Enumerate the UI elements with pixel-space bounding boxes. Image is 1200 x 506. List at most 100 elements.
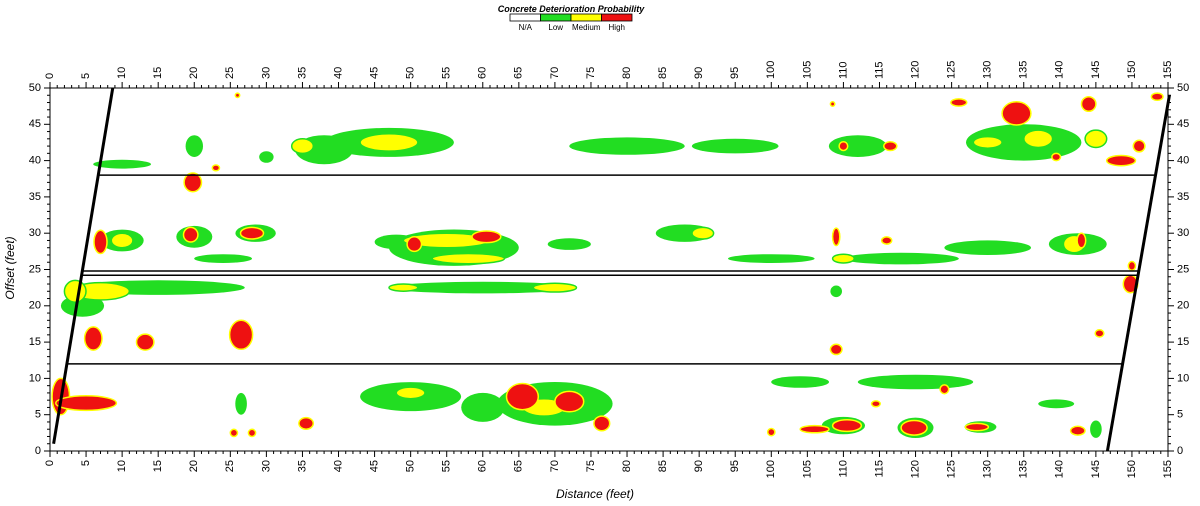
deterioration-patch-low (389, 281, 577, 294)
legend-swatch-low (540, 13, 572, 22)
deterioration-patch-medium (63, 279, 87, 303)
deterioration-patch-low (185, 135, 203, 158)
deterioration-patch-low (857, 374, 974, 390)
y-tick-label-left: 45 (29, 118, 41, 130)
x-tick-label-bottom: 25 (224, 460, 236, 472)
deterioration-patch-high (298, 416, 315, 430)
deterioration-patch-medium (431, 252, 506, 265)
deterioration-patch-high (228, 319, 254, 351)
patches-layer (51, 92, 1164, 438)
deterioration-patch-low (771, 376, 829, 388)
x-axis-title: Distance (feet) (556, 487, 634, 501)
x-tick-label-top: 110 (837, 61, 849, 79)
x-tick-label-bottom: 45 (368, 460, 380, 472)
deterioration-patch-high (55, 395, 118, 412)
y-tick-label-right: 50 (1177, 82, 1189, 94)
x-tick-label-top: 15 (152, 67, 164, 79)
y-tick-label-left: 5 (35, 409, 41, 421)
x-tick-label-top: 150 (1126, 61, 1138, 79)
x-tick-label-bottom: 85 (657, 460, 669, 472)
deterioration-patch-high (838, 140, 849, 152)
x-tick-label-bottom: 100 (765, 460, 777, 478)
x-tick-label-bottom: 10 (116, 460, 128, 472)
x-tick-label-top: 45 (368, 67, 380, 79)
boundary-lines-layer (52, 87, 1171, 452)
y-axis-title: Offset (feet) (3, 236, 17, 299)
deterioration-patch-high (1001, 101, 1032, 126)
legend-label: N/A (519, 23, 533, 32)
x-tick-label-top: 100 (765, 61, 777, 79)
axes-layer: 0055101015152020252530303535404045455050… (29, 61, 1190, 479)
deterioration-patch-low (569, 137, 685, 155)
x-tick-label-bottom: 65 (513, 460, 525, 472)
deterioration-patch-high (766, 427, 776, 437)
x-tick-label-top: 10 (116, 67, 128, 79)
x-tick-label-bottom: 0 (44, 460, 56, 466)
deterioration-patch-medium (395, 386, 426, 400)
y-tick-label-left: 50 (29, 82, 41, 94)
x-tick-label-top: 105 (801, 61, 813, 79)
y-tick-label-right: 45 (1177, 118, 1189, 130)
x-tick-label-bottom: 110 (837, 460, 849, 478)
deterioration-patch-high (829, 343, 843, 356)
x-tick-label-bottom: 150 (1126, 460, 1138, 478)
deterioration-patch-high (1094, 329, 1105, 338)
deterioration-patch-medium (290, 138, 315, 155)
legend-swatch-medium (570, 13, 602, 22)
deterioration-patch-high (471, 230, 502, 244)
deterioration-patch-low (944, 240, 1031, 255)
deterioration-patch-low (1038, 399, 1075, 409)
x-tick-label-top: 145 (1090, 61, 1102, 79)
x-tick-label-bottom: 140 (1054, 460, 1066, 478)
legend-label: High (609, 23, 625, 32)
deterioration-patch-medium (388, 283, 419, 292)
x-tick-label-bottom: 90 (693, 460, 705, 472)
deterioration-patch-medium (1084, 129, 1108, 149)
deterioration-patch-high (135, 333, 155, 351)
deterioration-patch-high (83, 326, 103, 351)
x-tick-label-top: 85 (657, 67, 669, 79)
deterioration-patch-high (229, 428, 239, 438)
y-tick-label-left: 10 (29, 372, 41, 384)
deterioration-patch-high (939, 384, 950, 395)
y-tick-label-right: 5 (1177, 409, 1183, 421)
x-tick-label-bottom: 115 (873, 460, 885, 478)
deterioration-patch-high (831, 419, 863, 433)
deterioration-patch-high (1127, 260, 1137, 272)
x-tick-label-bottom: 5 (80, 460, 92, 466)
deterioration-patch-high (880, 236, 893, 245)
x-tick-label-top: 140 (1054, 61, 1066, 79)
deterioration-patch-high (829, 101, 836, 107)
x-tick-label-top: 75 (585, 67, 597, 79)
x-tick-label-bottom: 135 (1018, 460, 1030, 478)
x-tick-label-bottom: 60 (477, 460, 489, 472)
y-tick-label-right: 15 (1177, 336, 1189, 348)
deterioration-patch-low (461, 392, 505, 422)
deterioration-patch-low (828, 135, 887, 158)
deterioration-patch-high (883, 140, 898, 152)
deterioration-patch-high (406, 236, 423, 253)
legend-swatch-na (509, 13, 541, 22)
x-tick-label-top: 130 (982, 61, 994, 79)
deterioration-patch-high (239, 226, 265, 240)
deterioration-patch-high (211, 164, 221, 172)
deterioration-patch-high (1069, 425, 1086, 436)
deterioration-patch-medium (691, 226, 715, 240)
legend-label: Medium (572, 23, 601, 32)
y-tick-label-right: 35 (1177, 191, 1189, 203)
x-tick-label-top: 90 (693, 67, 705, 79)
x-tick-label-top: 155 (1162, 61, 1174, 79)
x-tick-label-bottom: 95 (729, 460, 741, 472)
deterioration-patch-high (1051, 152, 1062, 162)
x-tick-label-top: 80 (621, 67, 633, 79)
x-tick-label-top: 20 (188, 67, 200, 79)
y-tick-label-left: 0 (35, 445, 41, 457)
x-tick-label-bottom: 105 (801, 460, 813, 478)
y-tick-label-right: 30 (1177, 227, 1189, 239)
x-tick-label-top: 70 (549, 67, 561, 79)
deterioration-patch-low (547, 238, 591, 250)
deterioration-patch-high (964, 422, 990, 432)
x-tick-label-bottom: 120 (909, 460, 921, 478)
y-tick-label-right: 0 (1177, 445, 1183, 457)
